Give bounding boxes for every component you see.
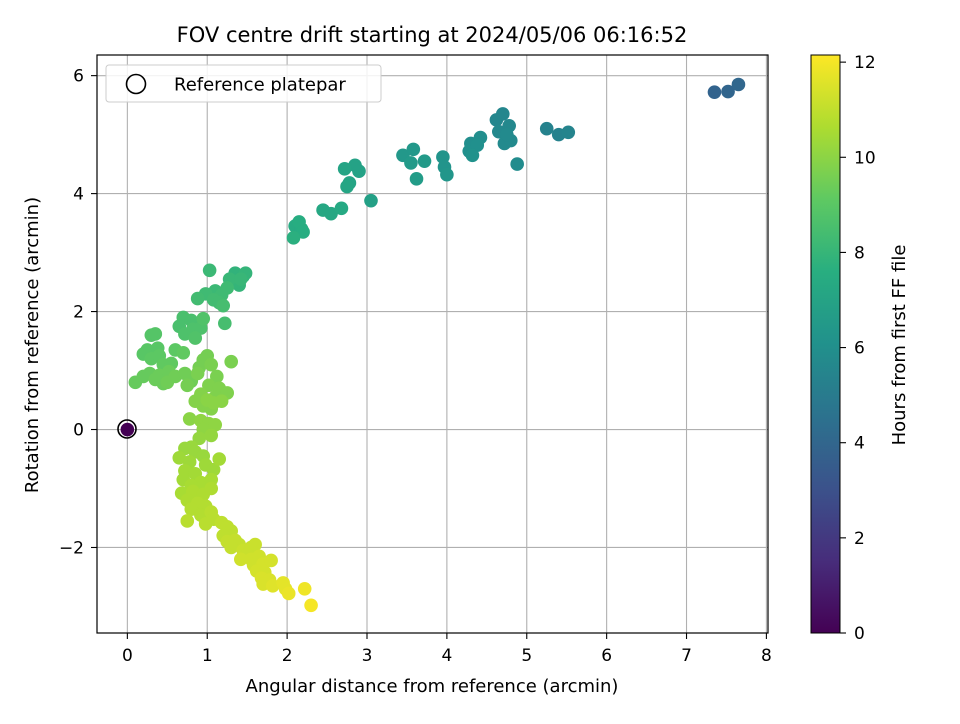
x-tick-label: 7 [681,646,692,666]
legend: Reference platepar [106,65,381,102]
x-tick-label: 4 [441,646,452,666]
data-point [340,180,354,194]
colorbar [811,55,840,633]
x-tick-label: 3 [362,646,373,666]
data-point [540,122,554,136]
x-tick-label: 1 [202,646,213,666]
data-point [224,355,238,369]
figure: FOV centre drift starting at 2024/05/06 … [0,0,960,720]
colorbar-tick-label: 4 [854,434,865,454]
data-point [220,281,234,295]
colorbar-tick-label: 10 [854,148,876,168]
data-point [298,582,312,596]
data-point [561,125,575,139]
data-point [160,376,174,390]
data-point [404,156,418,170]
data-point [196,312,210,326]
data-point [338,162,352,176]
data-point [496,107,510,121]
data-point [287,231,301,245]
data-point [510,157,524,171]
data-point [204,358,218,372]
data-point [180,514,194,528]
data-point [352,164,366,178]
data-point [732,78,746,92]
data-point [180,378,194,392]
data-point [191,292,205,306]
x-axis-ticks: 0 1 2 3 4 5 6 7 8 [122,633,772,666]
chart-svg: FOV centre drift starting at 2024/05/06 … [0,0,960,720]
chart-title: FOV centre drift starting at 2024/05/06 … [177,23,688,47]
colorbar-tick-label: 0 [854,624,865,644]
x-tick-label: 8 [761,646,772,666]
data-point [176,346,190,360]
data-point [440,168,454,182]
x-axis-label: Angular distance from reference (arcmin) [246,676,619,697]
data-point [212,452,226,466]
scatter-points [121,78,746,612]
data-point [418,154,432,168]
y-tick-label: 4 [73,185,84,205]
data-point [191,367,205,381]
x-tick-label: 2 [282,646,293,666]
data-point [218,317,232,331]
y-axis-label: Rotation from reference (arcmin) [22,197,43,493]
colorbar-tick-label: 12 [854,53,876,73]
data-point [216,299,230,313]
y-tick-label: 2 [73,303,84,323]
y-axis-ticks: −2 0 2 4 6 [59,67,97,559]
colorbar-label: Hours from first FF file [889,245,910,446]
data-point [304,598,318,612]
x-tick-label: 6 [601,646,612,666]
data-point [708,85,722,99]
x-tick-label: 0 [122,646,133,666]
colorbar-ticks: 0 2 4 6 8 10 12 [840,53,876,644]
colorbar-tick-label: 8 [854,243,865,263]
colorbar-tick-label: 2 [854,529,865,549]
colorbar-tick-label: 6 [854,339,865,359]
data-point [204,482,218,496]
x-tick-label: 5 [521,646,532,666]
data-point [264,554,278,568]
data-point [215,394,229,408]
data-point [188,331,202,345]
y-tick-label: 0 [73,421,84,441]
data-point [500,128,514,142]
data-point [335,202,349,216]
data-point [282,587,296,601]
data-point [466,148,480,162]
data-point [203,263,217,277]
legend-label: Reference platepar [174,75,346,96]
data-point [407,143,421,157]
data-point [410,172,424,186]
data-point [234,272,248,286]
data-point-reference [121,423,135,437]
y-tick-label: 6 [73,67,84,87]
data-point [364,194,378,208]
data-point [224,541,238,555]
data-point [204,429,218,443]
data-point [149,327,163,341]
y-tick-label: −2 [59,538,84,558]
